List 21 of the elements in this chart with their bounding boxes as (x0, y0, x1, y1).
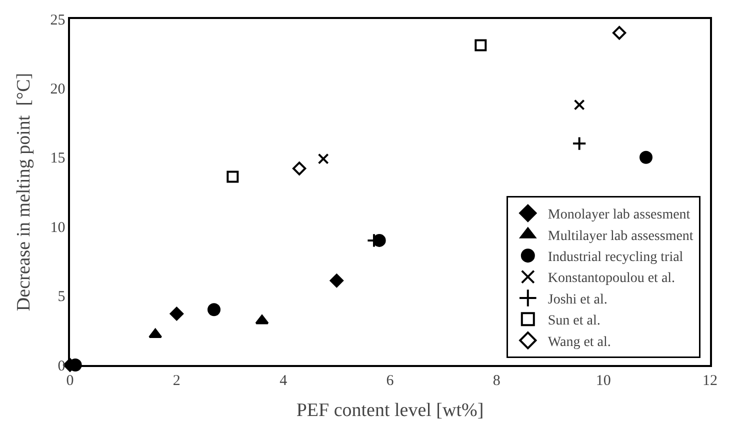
x-tick-label: 6 (386, 372, 394, 389)
y-tick-label: 5 (58, 289, 66, 306)
y-axis-title: Decrease in melting point [°C] (14, 72, 35, 312)
x-tick-label: 2 (172, 372, 180, 389)
legend-label: Wang et al. (548, 334, 611, 350)
x-tick-label: 12 (702, 372, 718, 389)
y-tick-label: 25 (50, 12, 66, 28)
x-tick-label: 8 (492, 372, 500, 389)
legend-label: Monolayer lab assesment (548, 208, 690, 223)
y-tick-label: 0 (58, 358, 66, 374)
x-axis-title: PEF content level [wt%] (296, 400, 484, 422)
legend-label: Sun et al. (548, 314, 600, 329)
legend-label: Joshi et al. (548, 292, 608, 308)
x-tick-label: 10 (596, 372, 611, 389)
x-tick-label: 4 (280, 372, 288, 389)
y-tick-label: 10 (50, 220, 66, 236)
legend-label: Industrial recycling trial (548, 250, 684, 266)
y-tick-label: 15 (50, 150, 66, 167)
y-tick-label: 20 (50, 81, 66, 98)
legend-label: Konstantopoulou et al. (548, 271, 676, 286)
legend-label: Multilayer lab assessment (548, 228, 694, 244)
